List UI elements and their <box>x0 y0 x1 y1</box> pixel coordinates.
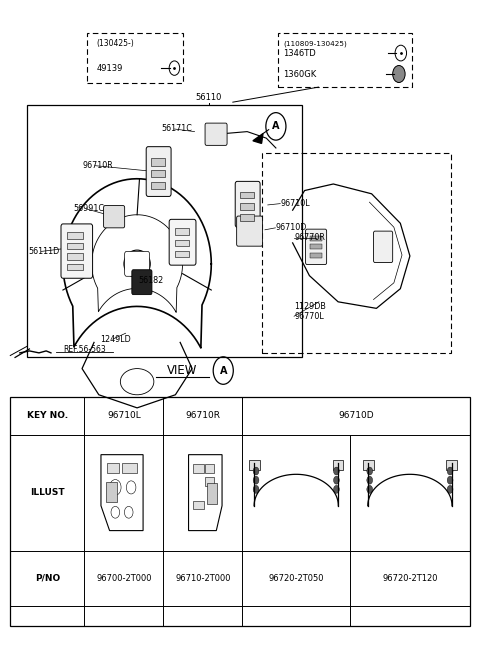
Text: (130425-): (130425-) <box>96 39 134 49</box>
Polygon shape <box>253 134 263 144</box>
Circle shape <box>367 485 372 493</box>
Text: 56110: 56110 <box>196 93 222 102</box>
Text: P/NO: P/NO <box>35 574 60 583</box>
Text: 96770L: 96770L <box>294 312 324 321</box>
Circle shape <box>253 476 259 484</box>
Text: 96710D: 96710D <box>276 223 307 232</box>
Circle shape <box>367 476 372 484</box>
Text: 96710L: 96710L <box>280 199 310 208</box>
Bar <box>106 482 117 502</box>
Text: 56111D: 56111D <box>28 247 60 256</box>
Bar <box>175 228 189 235</box>
Text: 96700-2T000: 96700-2T000 <box>96 574 152 583</box>
Circle shape <box>447 467 453 475</box>
Bar <box>121 462 137 473</box>
Text: (110809-130425): (110809-130425) <box>283 41 347 47</box>
Text: 1129DB: 1129DB <box>294 302 326 311</box>
Text: ILLUST: ILLUST <box>30 488 65 497</box>
Bar <box>67 243 84 249</box>
Bar <box>311 244 322 249</box>
Bar <box>152 171 165 177</box>
Bar <box>446 460 457 470</box>
FancyBboxPatch shape <box>205 123 227 146</box>
Text: 56171C: 56171C <box>161 125 192 134</box>
Polygon shape <box>27 106 302 358</box>
Bar <box>193 501 204 509</box>
FancyBboxPatch shape <box>235 181 260 227</box>
Bar <box>363 460 373 470</box>
Bar <box>207 483 217 504</box>
FancyBboxPatch shape <box>104 205 125 228</box>
Text: 1360GK: 1360GK <box>283 70 316 79</box>
Polygon shape <box>189 455 222 531</box>
Bar <box>152 182 165 189</box>
Text: 96710R: 96710R <box>185 411 220 420</box>
Bar <box>175 239 189 246</box>
FancyBboxPatch shape <box>125 251 150 276</box>
Text: 96710L: 96710L <box>107 411 141 420</box>
Circle shape <box>253 467 259 475</box>
FancyBboxPatch shape <box>132 270 152 295</box>
Text: KEY NO.: KEY NO. <box>27 411 68 420</box>
Text: VIEW: VIEW <box>168 364 198 377</box>
Bar <box>240 214 254 220</box>
FancyBboxPatch shape <box>169 219 196 265</box>
Bar <box>67 253 84 260</box>
Text: REF.56-563: REF.56-563 <box>63 345 106 354</box>
Bar <box>67 264 84 270</box>
Circle shape <box>447 485 453 493</box>
Circle shape <box>334 467 339 475</box>
FancyBboxPatch shape <box>237 216 263 246</box>
Circle shape <box>334 485 339 493</box>
Bar <box>193 464 204 473</box>
Bar <box>240 203 254 209</box>
Bar <box>249 460 260 470</box>
Text: 1249LD: 1249LD <box>100 335 131 344</box>
Text: 96720-2T050: 96720-2T050 <box>268 574 324 583</box>
FancyBboxPatch shape <box>146 147 171 196</box>
Polygon shape <box>10 397 470 626</box>
Text: A: A <box>272 121 280 131</box>
Bar <box>152 159 165 166</box>
FancyBboxPatch shape <box>373 231 393 262</box>
FancyBboxPatch shape <box>306 229 326 264</box>
Bar <box>311 253 322 258</box>
Text: 56991C: 56991C <box>73 205 105 213</box>
FancyBboxPatch shape <box>61 224 93 278</box>
Text: 96720-2T120: 96720-2T120 <box>382 574 438 583</box>
Bar <box>175 251 189 257</box>
Bar <box>205 477 214 486</box>
Text: 49139: 49139 <box>96 64 123 73</box>
Circle shape <box>334 476 339 484</box>
Polygon shape <box>101 455 143 531</box>
Ellipse shape <box>124 250 150 277</box>
Bar <box>205 464 214 473</box>
Bar <box>333 460 343 470</box>
Bar <box>240 192 254 198</box>
Circle shape <box>393 66 405 83</box>
Circle shape <box>367 467 372 475</box>
Text: 96710D: 96710D <box>338 411 374 420</box>
Text: 96710R: 96710R <box>82 161 113 170</box>
Text: 96770R: 96770R <box>294 233 325 242</box>
Text: 96710-2T000: 96710-2T000 <box>175 574 231 583</box>
Text: 1346TD: 1346TD <box>283 49 316 58</box>
Text: A: A <box>219 365 227 375</box>
Text: 56182: 56182 <box>138 276 163 285</box>
Circle shape <box>447 476 453 484</box>
Bar <box>311 236 322 241</box>
Bar <box>67 232 84 239</box>
Bar <box>107 462 119 473</box>
Circle shape <box>253 485 259 493</box>
